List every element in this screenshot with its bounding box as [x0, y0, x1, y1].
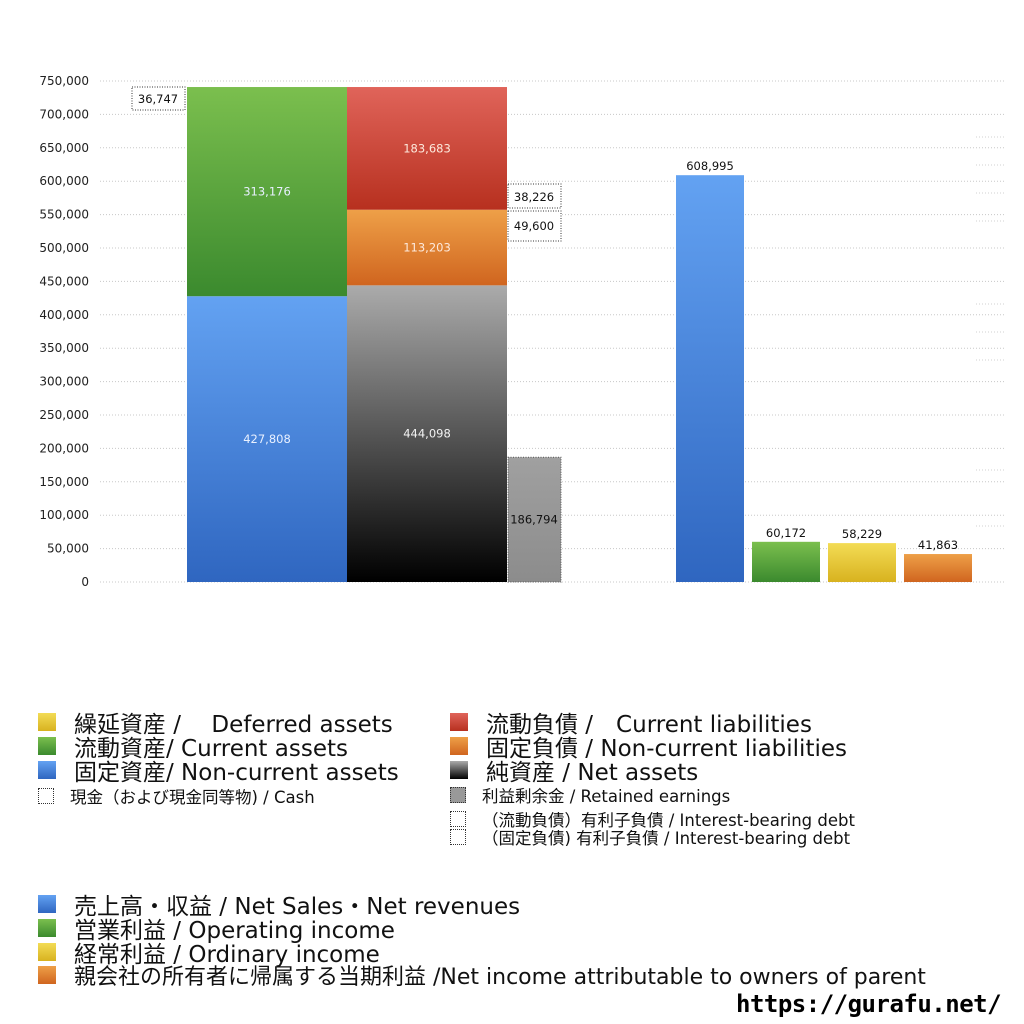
bar-value-label: 58,229: [842, 527, 882, 541]
dotted-box-icon: [450, 811, 466, 827]
y-tick-label: 200,000: [39, 441, 89, 455]
gray-swatch-icon: [450, 787, 466, 803]
legend-item-ibd-noncurrent: （固定負債) 有利子負債 / Interest-bearing debt: [450, 825, 850, 849]
bar-value-label: 60,172: [766, 526, 806, 540]
bar-value-label: 444,098: [403, 427, 451, 441]
legend-label: 固定資産/ Non-current assets: [74, 760, 399, 786]
y-tick-label: 450,000: [39, 274, 89, 288]
site-url[interactable]: https://gurafu.net/: [736, 990, 1002, 1018]
y-tick-label: 750,000: [39, 74, 89, 88]
bar-value-label: 183,683: [403, 141, 451, 155]
y-tick-label: 400,000: [39, 308, 89, 322]
legend-item-ordinary-income: 経常利益 / Ordinary income: [38, 935, 380, 969]
green-swatch-icon: [38, 919, 56, 937]
y-tick-label: 500,000: [39, 241, 89, 255]
legend-item-noncurrent-assets: 固定資産/ Non-current assets: [38, 753, 399, 787]
bar-value-label: 427,808: [243, 432, 291, 446]
y-tick-label: 700,000: [39, 107, 89, 121]
bar-value-label: 38,226: [514, 190, 554, 204]
legend-item-deferred-assets: 繰延資産 / Deferred assets: [38, 705, 393, 739]
bar-current-assets: [187, 87, 347, 297]
legend-label: 流動資産/ Current assets: [74, 736, 348, 762]
legend-label: （流動負債）有利子負債 / Interest-bearing debt: [482, 811, 855, 830]
bar-value-label: 113,203: [403, 241, 451, 255]
y-tick-label: 550,000: [39, 208, 89, 222]
legend-item-net-income: 親会社の所有者に帰属する当期利益 /Net income attributabl…: [38, 959, 926, 991]
legend-item-operating-income: 営業利益 / Operating income: [38, 911, 395, 945]
bar-noncurrent-assets: [187, 296, 347, 582]
legend-label: 利益剰余金 / Retained earnings: [482, 787, 731, 806]
dotted-box-icon: [38, 788, 54, 804]
y-tick-label: 300,000: [39, 375, 89, 389]
legend-label: （固定負債) 有利子負債 / Interest-bearing debt: [482, 829, 851, 848]
bar-retained-earnings: [507, 456, 562, 583]
bar-current-liabilities: [347, 87, 507, 210]
y-tick-label: 0: [81, 575, 89, 589]
bar-value-label: 313,176: [243, 185, 291, 199]
yellow-swatch-icon: [38, 713, 56, 731]
black-swatch-icon: [450, 761, 468, 779]
bar-noncurrent-liabilities: [347, 209, 507, 286]
legend-item-noncurrent-liabilities: 固定負債 / Non-current liabilities: [450, 729, 847, 763]
y-tick-label: 600,000: [39, 174, 89, 188]
legend-label: 親会社の所有者に帰属する当期利益 /Net income attributabl…: [74, 965, 926, 990]
bar-value-label: 36,747: [138, 92, 178, 106]
orange-swatch-icon: [38, 966, 56, 984]
y-tick-label: 250,000: [39, 408, 89, 422]
box-ibd-current: [507, 183, 562, 209]
legend-item-net-sales: 売上高・収益 / Net Sales・Net revenues: [38, 887, 520, 921]
box-cash: [131, 86, 186, 111]
legend-label: 純資産 / Net assets: [486, 760, 699, 786]
data-labels: 427,808 313,176 444,098 113,203 183,683 186,7…: [138, 92, 958, 552]
dotted-box-icon: [450, 829, 466, 845]
legend-label: 現金（および現金同等物) / Cash: [70, 788, 315, 807]
bars: [131, 86, 972, 583]
bar-value-label: 49,600: [514, 219, 554, 233]
legend-item-net-assets: 純資産 / Net assets: [450, 753, 698, 787]
bar-value-label: 41,863: [918, 538, 958, 552]
legend-item-current-liabilities: 流動負債 / Current liabilities: [450, 705, 812, 739]
bar-value-label: 186,794: [510, 513, 558, 527]
legend-label: 営業利益 / Operating income: [74, 918, 395, 944]
y-tick-label: 150,000: [39, 475, 89, 489]
bar-ordinary-income: [828, 543, 896, 582]
box-ibd-noncurrent: [507, 210, 562, 242]
legend-label: 固定負債 / Non-current liabilities: [486, 736, 847, 762]
bar-net-income: [904, 554, 972, 582]
legend-label: 流動負債 / Current liabilities: [486, 712, 812, 738]
legend-label: 売上高・収益 / Net Sales・Net revenues: [74, 894, 521, 920]
legend-item-current-assets: 流動資産/ Current assets: [38, 729, 348, 763]
legend-item-ibd-current: （流動負債）有利子負債 / Interest-bearing debt: [450, 807, 855, 831]
legend-label: 繰延資産 / Deferred assets: [74, 712, 393, 738]
bar-net-sales: [676, 175, 744, 582]
blue-swatch-icon: [38, 761, 56, 779]
legend-label: 経常利益 / Ordinary income: [74, 942, 380, 968]
bar-net-assets: [347, 285, 507, 582]
orange-swatch-icon: [450, 737, 468, 755]
blue-swatch-icon: [38, 895, 56, 913]
y-tick-label: 350,000: [39, 341, 89, 355]
legend-item-retained-earnings: 利益剰余金 / Retained earnings: [450, 783, 730, 807]
bar-value-label: 608,995: [686, 159, 734, 173]
y-tick-label: 650,000: [39, 141, 89, 155]
y-tick-label: 100,000: [39, 508, 89, 522]
bar-operating-income: [752, 541, 820, 582]
y-axis-ticks: 0 50,000 100,000 150,000 200,000 250,000 300,0…: [39, 74, 89, 589]
financial-chart: 0 50,000 100,000 150,000 200,000 250,000 300,0…: [39, 74, 1006, 589]
y-tick-label: 50,000: [47, 542, 89, 556]
red-swatch-icon: [450, 713, 468, 731]
legend-item-cash: 現金（および現金同等物) / Cash: [38, 784, 315, 808]
green-swatch-icon: [38, 737, 56, 755]
yellow-swatch-icon: [38, 943, 56, 961]
